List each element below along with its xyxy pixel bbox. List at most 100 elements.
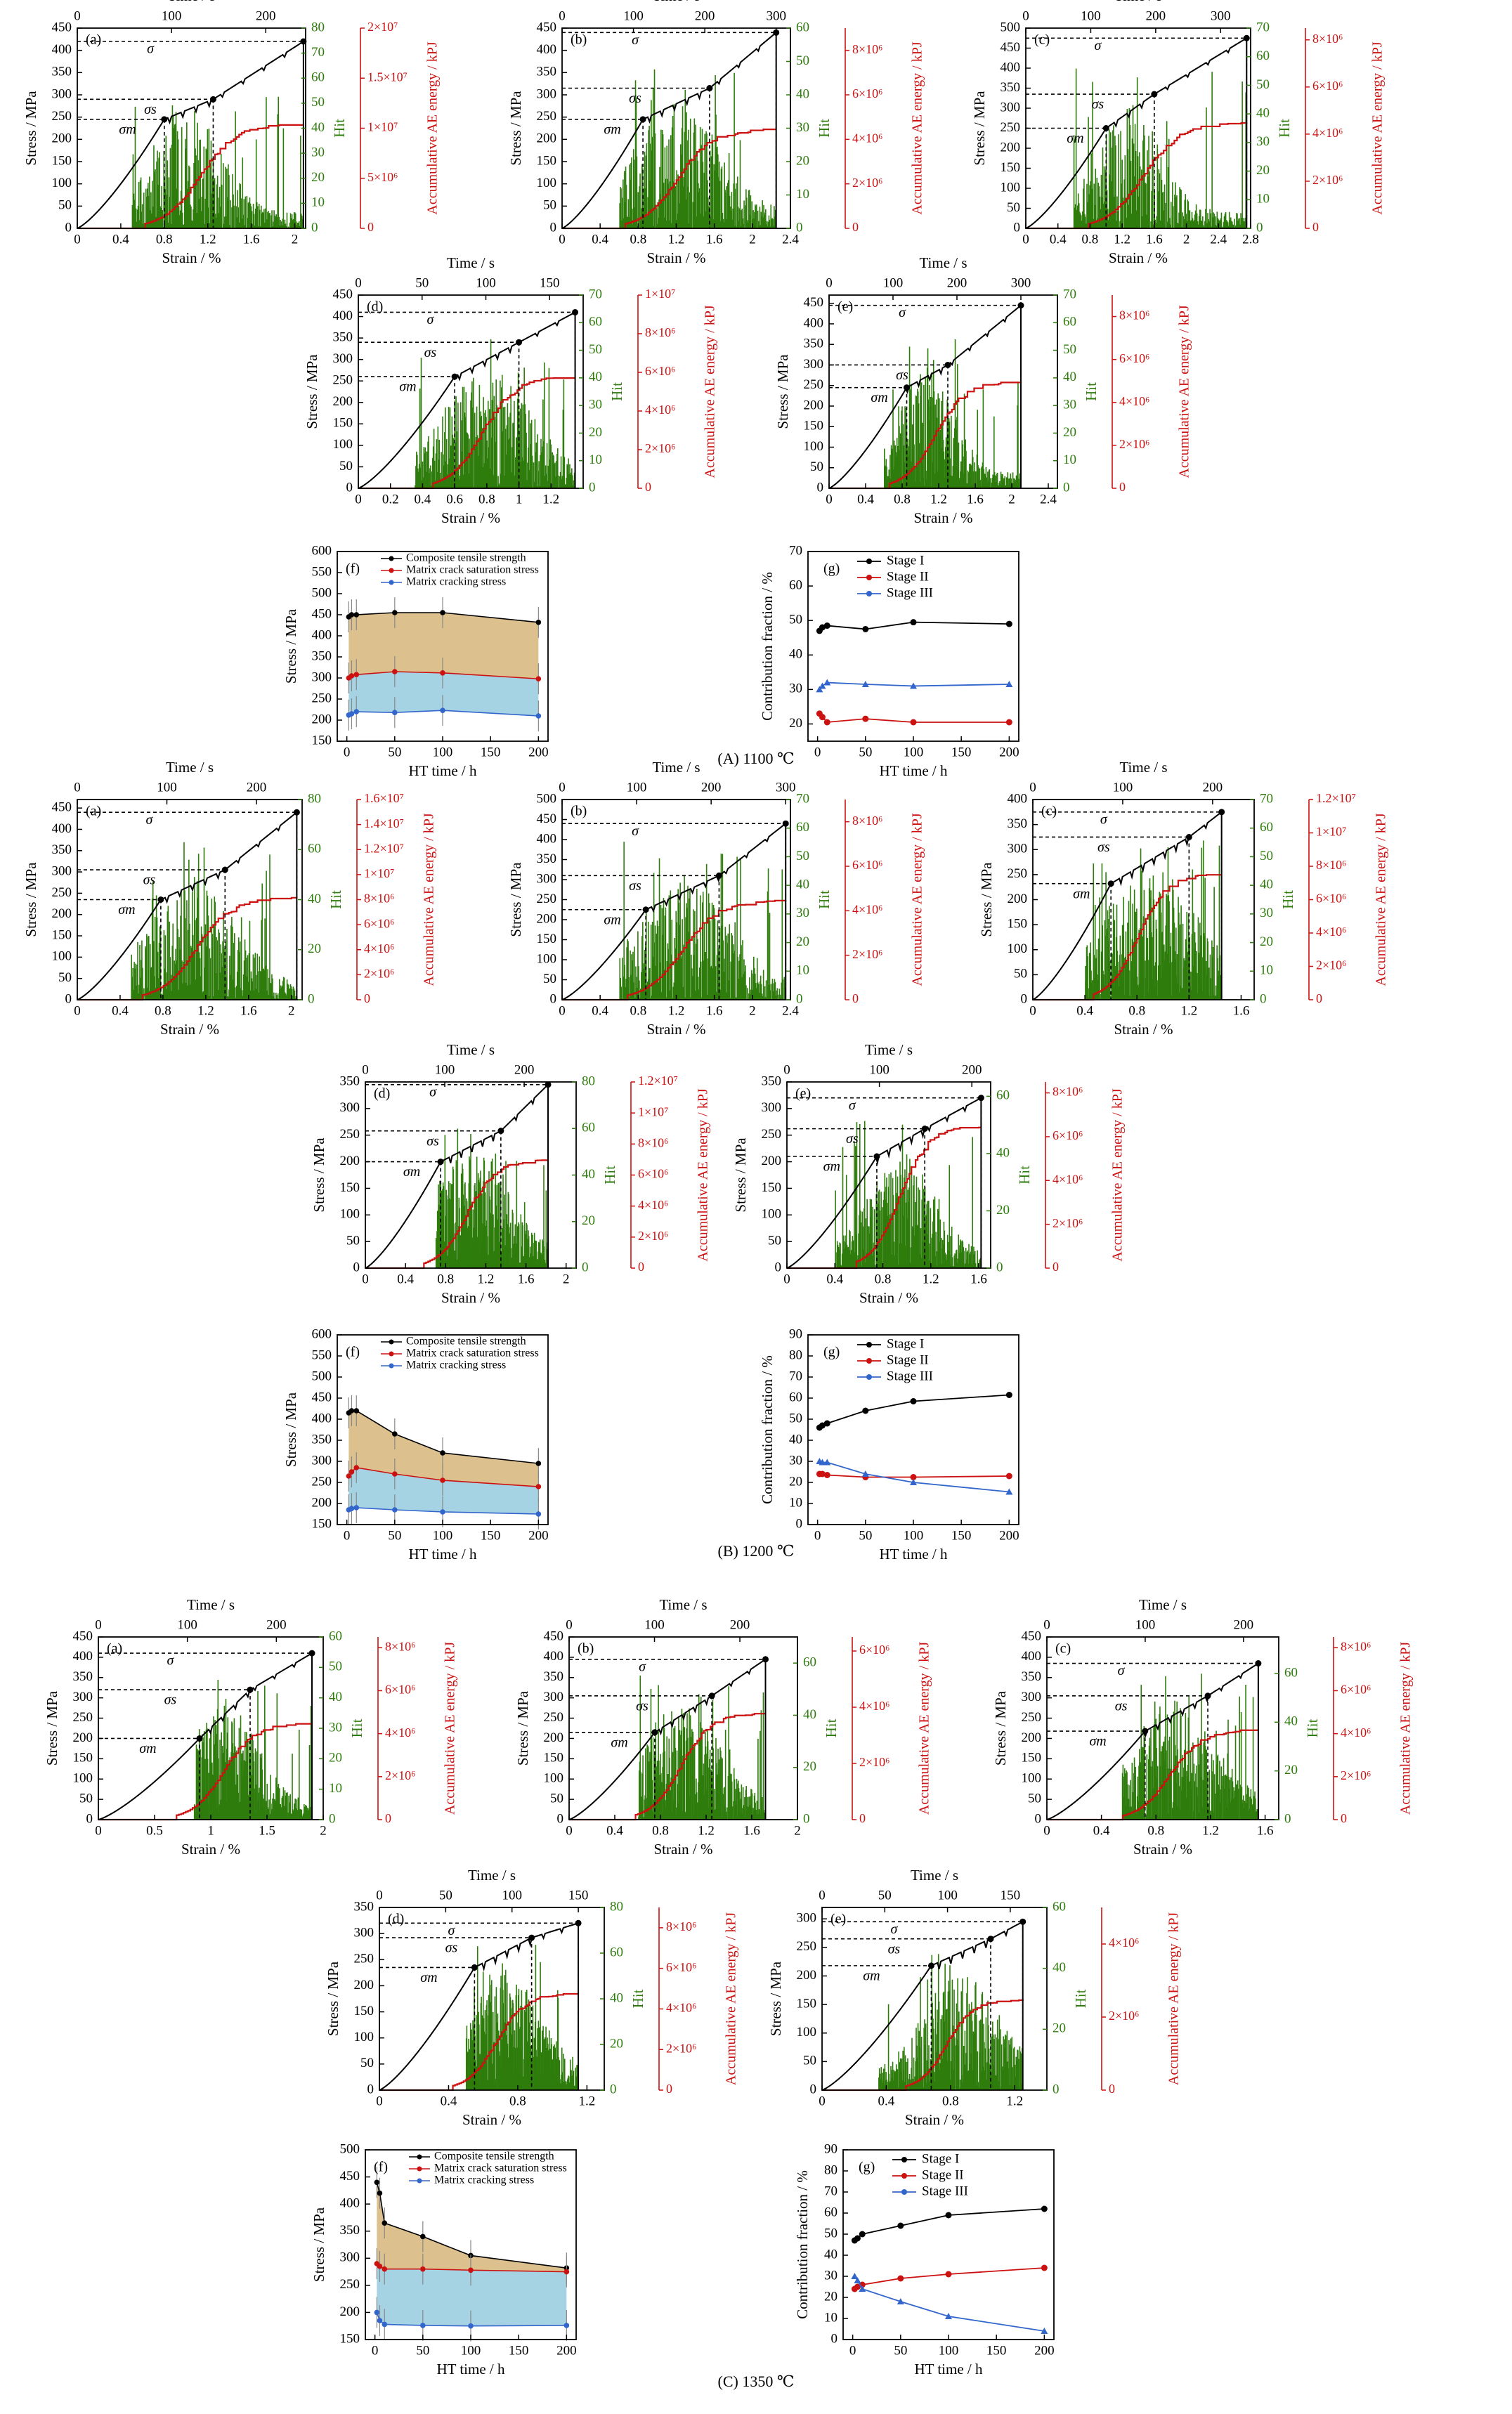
hit-tick-label: 10	[1063, 452, 1076, 467]
ae-axis-title: Accumulative AE energy / kPJ	[1370, 41, 1386, 214]
y-tick-label: 400	[312, 1411, 332, 1425]
sigma-marker	[572, 308, 579, 315]
stress-line	[568, 1657, 767, 1820]
data-point	[862, 625, 869, 632]
stress-line	[828, 304, 1022, 489]
hit-tick-label: 0	[329, 1811, 336, 1826]
data-point	[535, 676, 542, 681]
y-tick-label: 500	[537, 791, 557, 806]
hit-series	[435, 1128, 549, 1268]
panel-label: (c)	[1041, 804, 1057, 819]
time-axis-title: Time / s	[447, 254, 495, 271]
data-point	[862, 1407, 869, 1414]
x-axis-title: HT time / h	[408, 1546, 477, 1562]
x-tick-label: 2	[320, 1823, 327, 1838]
y-tick-label: 50	[339, 459, 353, 474]
y-tick-label: 200	[52, 906, 72, 921]
ae-tick-label: 0	[852, 991, 859, 1005]
x-tick-label: 2	[292, 232, 299, 247]
hit-tick-label: 50	[1256, 77, 1270, 92]
y-tick-label: 50	[346, 1234, 360, 1248]
hit-tick-label: 30	[329, 1720, 342, 1735]
hit-tick-label: 20	[1260, 934, 1273, 949]
data-point	[392, 1471, 398, 1477]
x-tick-label: 1.6	[1146, 232, 1163, 247]
ae-tick-label: 2×10⁶	[645, 441, 675, 455]
x-tick-label: 2	[288, 1003, 295, 1018]
time-tick-label: 0	[1029, 780, 1036, 795]
hit-series	[193, 1679, 313, 1820]
y-tick-label: 60	[789, 578, 802, 592]
stress-line	[1025, 37, 1248, 229]
y-tick-label: 250	[804, 377, 824, 392]
sigma_m-marker	[157, 896, 164, 903]
ae-tick-label: 2×10⁶	[1119, 437, 1149, 451]
y-tick-label: 0	[1014, 220, 1021, 235]
x-tick-label: 0.8	[652, 1823, 669, 1838]
time-axis-title: Time / s	[919, 254, 967, 271]
time-tick-label: 100	[502, 1888, 522, 1903]
hit-tick-label: 40	[1063, 370, 1076, 384]
hit-tick-label: 20	[610, 2036, 623, 2051]
y-tick-label: 200	[333, 394, 353, 409]
sigma_m-marker	[873, 1153, 880, 1160]
sigma_s-marker	[944, 361, 951, 368]
hit-tick-label: 0	[1284, 1811, 1291, 1826]
panel-label: (d)	[388, 1912, 404, 1927]
y-axis-title: Stress / MPa	[507, 862, 524, 937]
y-axis-title: Stress / MPa	[311, 1137, 327, 1213]
y-tick-label: 300	[52, 86, 72, 101]
hit-tick-label: 40	[582, 1167, 595, 1182]
y-tick-label: 100	[1001, 180, 1021, 195]
hit-tick-label: 0	[589, 480, 596, 495]
y-tick-label: 0	[65, 991, 72, 1006]
legend-label: Matrix crack saturation stress	[406, 564, 539, 576]
ae-tick-label: 2×10⁶	[385, 1768, 415, 1782]
y-tick-label: 550	[312, 564, 332, 579]
time-tick-label: 100	[162, 8, 182, 23]
y-tick-label: 300	[804, 357, 824, 372]
y-tick-label: 90	[789, 1326, 802, 1341]
x-tick-label: 0.6	[446, 492, 463, 507]
y-tick-label: 150	[1022, 1751, 1042, 1766]
y-tick-label: 0	[1021, 991, 1028, 1006]
y-tick-label: 100	[73, 1771, 93, 1786]
ae-energy-line	[829, 381, 1022, 490]
y-tick-label: 150	[804, 419, 824, 433]
y-tick-label: 350	[544, 1669, 564, 1684]
ae-tick-label: 0	[1341, 1811, 1347, 1825]
y-tick-label: 150	[312, 733, 332, 748]
ae-energy-line	[562, 129, 776, 230]
y-tick-label: 0	[775, 1260, 782, 1274]
data-point	[910, 1479, 917, 1485]
legend-label: Stage I	[887, 1336, 924, 1351]
ae-tick-label: 5×10⁶	[367, 170, 398, 184]
ae-axis-title: Accumulative AE energy / kPJ	[443, 1642, 458, 1815]
sigma-marker	[782, 820, 789, 827]
hit-tick-label: 20	[803, 1759, 816, 1774]
hit-tick-label: 60	[311, 70, 325, 85]
x-tick-label: 0	[362, 1272, 369, 1286]
x-tick-label: 1.6	[970, 1272, 987, 1286]
ae-tick-label: 8×10⁶	[1312, 32, 1343, 46]
x-axis-title: Strain / %	[181, 1841, 240, 1858]
y-tick-label: 150	[537, 153, 557, 168]
y-tick-label: 350	[333, 330, 353, 344]
hit-tick-label: 30	[589, 398, 602, 412]
hit-tick-label: 0	[796, 220, 803, 235]
legend-label: Stage I	[887, 553, 924, 568]
ae-tick-label: 2×10⁶	[638, 1229, 668, 1243]
y-tick-label: 450	[537, 20, 557, 34]
stress-line	[786, 1097, 982, 1269]
ae-energy-line	[787, 1126, 982, 1270]
y-tick-label: 500	[1001, 20, 1021, 34]
sigma-label: σ	[632, 823, 639, 839]
hit-tick-label: 20	[996, 1203, 1010, 1218]
sigma-marker	[1017, 302, 1024, 309]
y-tick-label: 500	[312, 1369, 332, 1383]
data-point	[535, 1511, 542, 1517]
hit-tick-label: 60	[1260, 820, 1273, 835]
strength-panel: 0 50 100 150 200 HT time / h 150 200 250 300 350 40…	[282, 543, 549, 779]
hit-series	[618, 842, 786, 1000]
